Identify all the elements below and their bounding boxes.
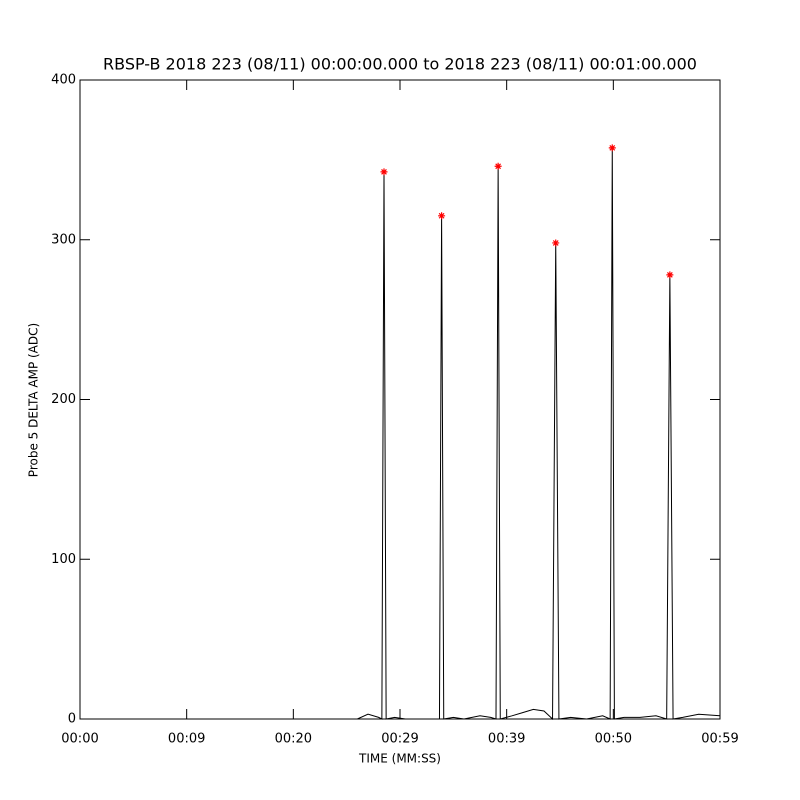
x-tick-label: 00:09: [168, 732, 205, 747]
peak-marker: [438, 212, 446, 220]
x-tick-label: 00:59: [701, 732, 738, 747]
y-tick-label: 200: [51, 392, 76, 407]
data-line: [357, 147, 721, 721]
x-tick-label: 00:50: [595, 732, 632, 747]
x-axis-label: TIME (MM:SS): [358, 752, 441, 766]
peak-marker: [608, 144, 616, 152]
y-tick-label: 0: [68, 712, 76, 727]
peak-marker: [552, 239, 560, 247]
y-tick-label: 400: [51, 73, 76, 88]
y-tick-label: 300: [51, 232, 76, 247]
x-tick-label: 00:39: [488, 732, 525, 747]
x-tick-label: 00:00: [61, 732, 98, 747]
y-tick-label: 100: [51, 552, 76, 567]
y-axis-label: Probe 5 DELTA AMP (ADC): [27, 323, 41, 477]
x-tick-label: 00:29: [381, 732, 418, 747]
chart-title: RBSP-B 2018 223 (08/11) 00:00:00.000 to …: [103, 55, 697, 74]
x-tick-label: 00:20: [275, 732, 312, 747]
peak-marker: [380, 168, 388, 176]
peak-marker: [494, 162, 502, 170]
peak-marker: [666, 271, 674, 279]
